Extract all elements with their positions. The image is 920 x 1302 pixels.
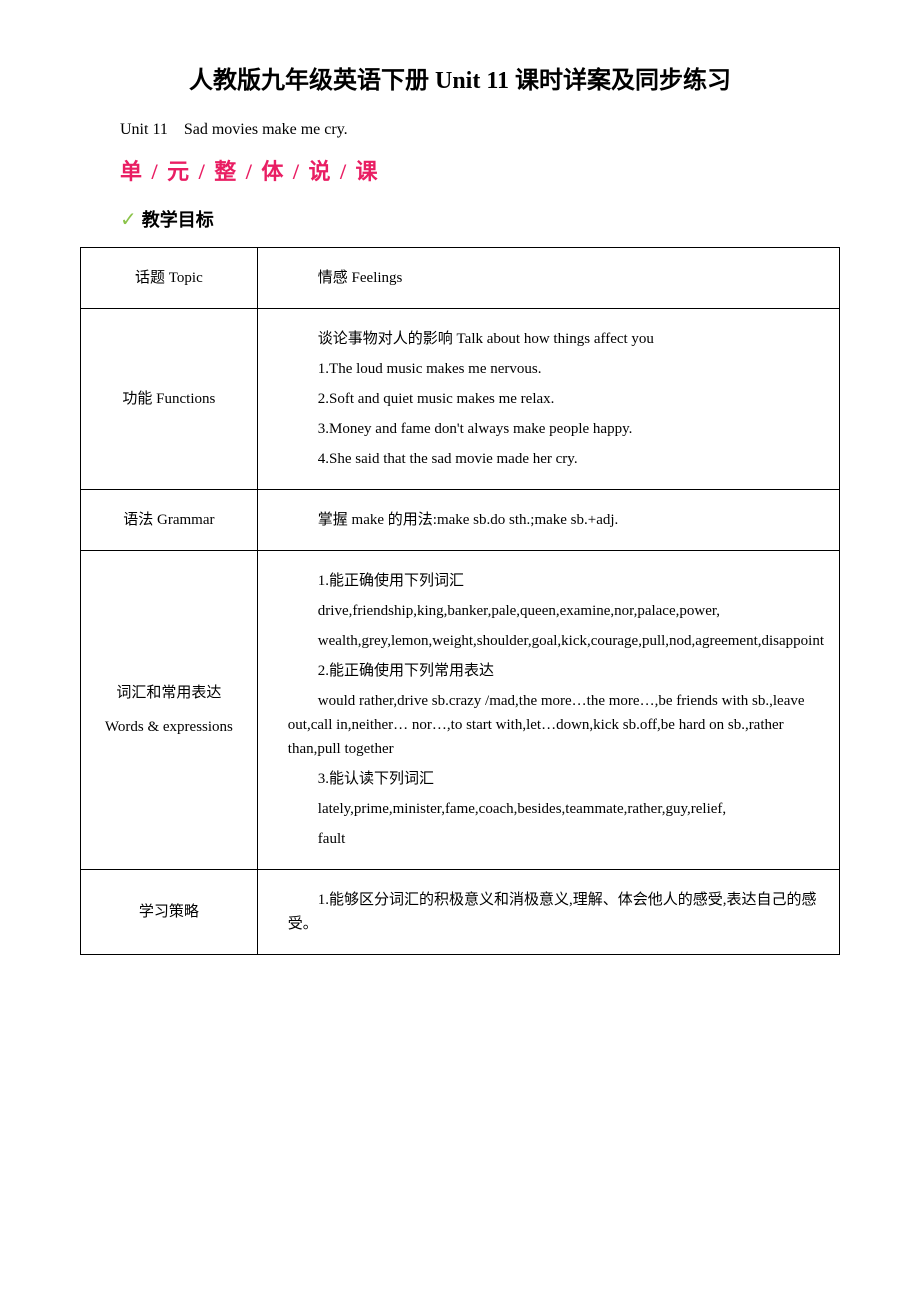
section-header-container: 单 / 元 / 整 / 体 / 说 / 课 <box>80 154 840 186</box>
words-line: fault <box>288 827 824 851</box>
topic-content: 情感 Feelings <box>257 248 839 309</box>
checkmark-icon: ✓ <box>120 207 137 232</box>
functions-label: 功能 Functions <box>81 309 258 490</box>
unit-subtitle: Unit 11 Sad movies make me cry. <box>120 115 840 139</box>
words-label-1: 词汇和常用表达 <box>96 681 242 705</box>
words-line: wealth,grey,lemon,weight,shoulder,goal,k… <box>288 629 824 653</box>
functions-line: 1.The loud music makes me nervous. <box>288 357 824 381</box>
topic-text: 情感 Feelings <box>288 266 824 290</box>
words-line: would rather,drive sb.crazy /mad,the mor… <box>288 689 824 761</box>
functions-content: 谈论事物对人的影响 Talk about how things affect y… <box>257 309 839 490</box>
words-line: 1.能正确使用下列词汇 <box>288 569 824 593</box>
strategy-content: 1.能够区分词汇的积极意义和消极意义,理解、体会他人的感受,表达自己的感受。 <box>257 870 839 955</box>
words-line: 2.能正确使用下列常用表达 <box>288 659 824 683</box>
table-row: 功能 Functions 谈论事物对人的影响 Talk about how th… <box>81 309 840 490</box>
table-row: 学习策略 1.能够区分词汇的积极意义和消极意义,理解、体会他人的感受,表达自己的… <box>81 870 840 955</box>
grammar-text: 掌握 make 的用法:make sb.do sth.;make sb.+adj… <box>288 508 824 532</box>
section-header: 单 / 元 / 整 / 体 / 说 / 课 <box>120 159 380 184</box>
words-line: 3.能认读下列词汇 <box>288 767 824 791</box>
words-line: drive,friendship,king,banker,pale,queen,… <box>288 599 824 623</box>
table-row: 话题 Topic 情感 Feelings <box>81 248 840 309</box>
functions-line: 3.Money and fame don't always make peopl… <box>288 417 824 441</box>
page-title: 人教版九年级英语下册 Unit 11 课时详案及同步练习 <box>80 60 840 95</box>
teaching-goal-container: ✓ 教学目标 <box>120 206 840 232</box>
table-row: 语法 Grammar 掌握 make 的用法:make sb.do sth.;m… <box>81 490 840 551</box>
words-content: 1.能正确使用下列词汇 drive,friendship,king,banker… <box>257 551 839 870</box>
words-label-2: Words & expressions <box>96 715 242 739</box>
grammar-content: 掌握 make 的用法:make sb.do sth.;make sb.+adj… <box>257 490 839 551</box>
strategy-text: 1.能够区分词汇的积极意义和消极意义,理解、体会他人的感受,表达自己的感受。 <box>288 888 824 936</box>
words-label: 词汇和常用表达 Words & expressions <box>81 551 258 870</box>
functions-line: 4.She said that the sad movie made her c… <box>288 447 824 471</box>
functions-line: 谈论事物对人的影响 Talk about how things affect y… <box>288 327 824 351</box>
grammar-label: 语法 Grammar <box>81 490 258 551</box>
content-table: 话题 Topic 情感 Feelings 功能 Functions 谈论事物对人… <box>80 247 840 955</box>
words-line: lately,prime,minister,fame,coach,besides… <box>288 797 824 821</box>
functions-line: 2.Soft and quiet music makes me relax. <box>288 387 824 411</box>
topic-label: 话题 Topic <box>81 248 258 309</box>
strategy-label: 学习策略 <box>81 870 258 955</box>
table-row: 词汇和常用表达 Words & expressions 1.能正确使用下列词汇 … <box>81 551 840 870</box>
teaching-goal-text: 教学目标 <box>142 206 214 232</box>
